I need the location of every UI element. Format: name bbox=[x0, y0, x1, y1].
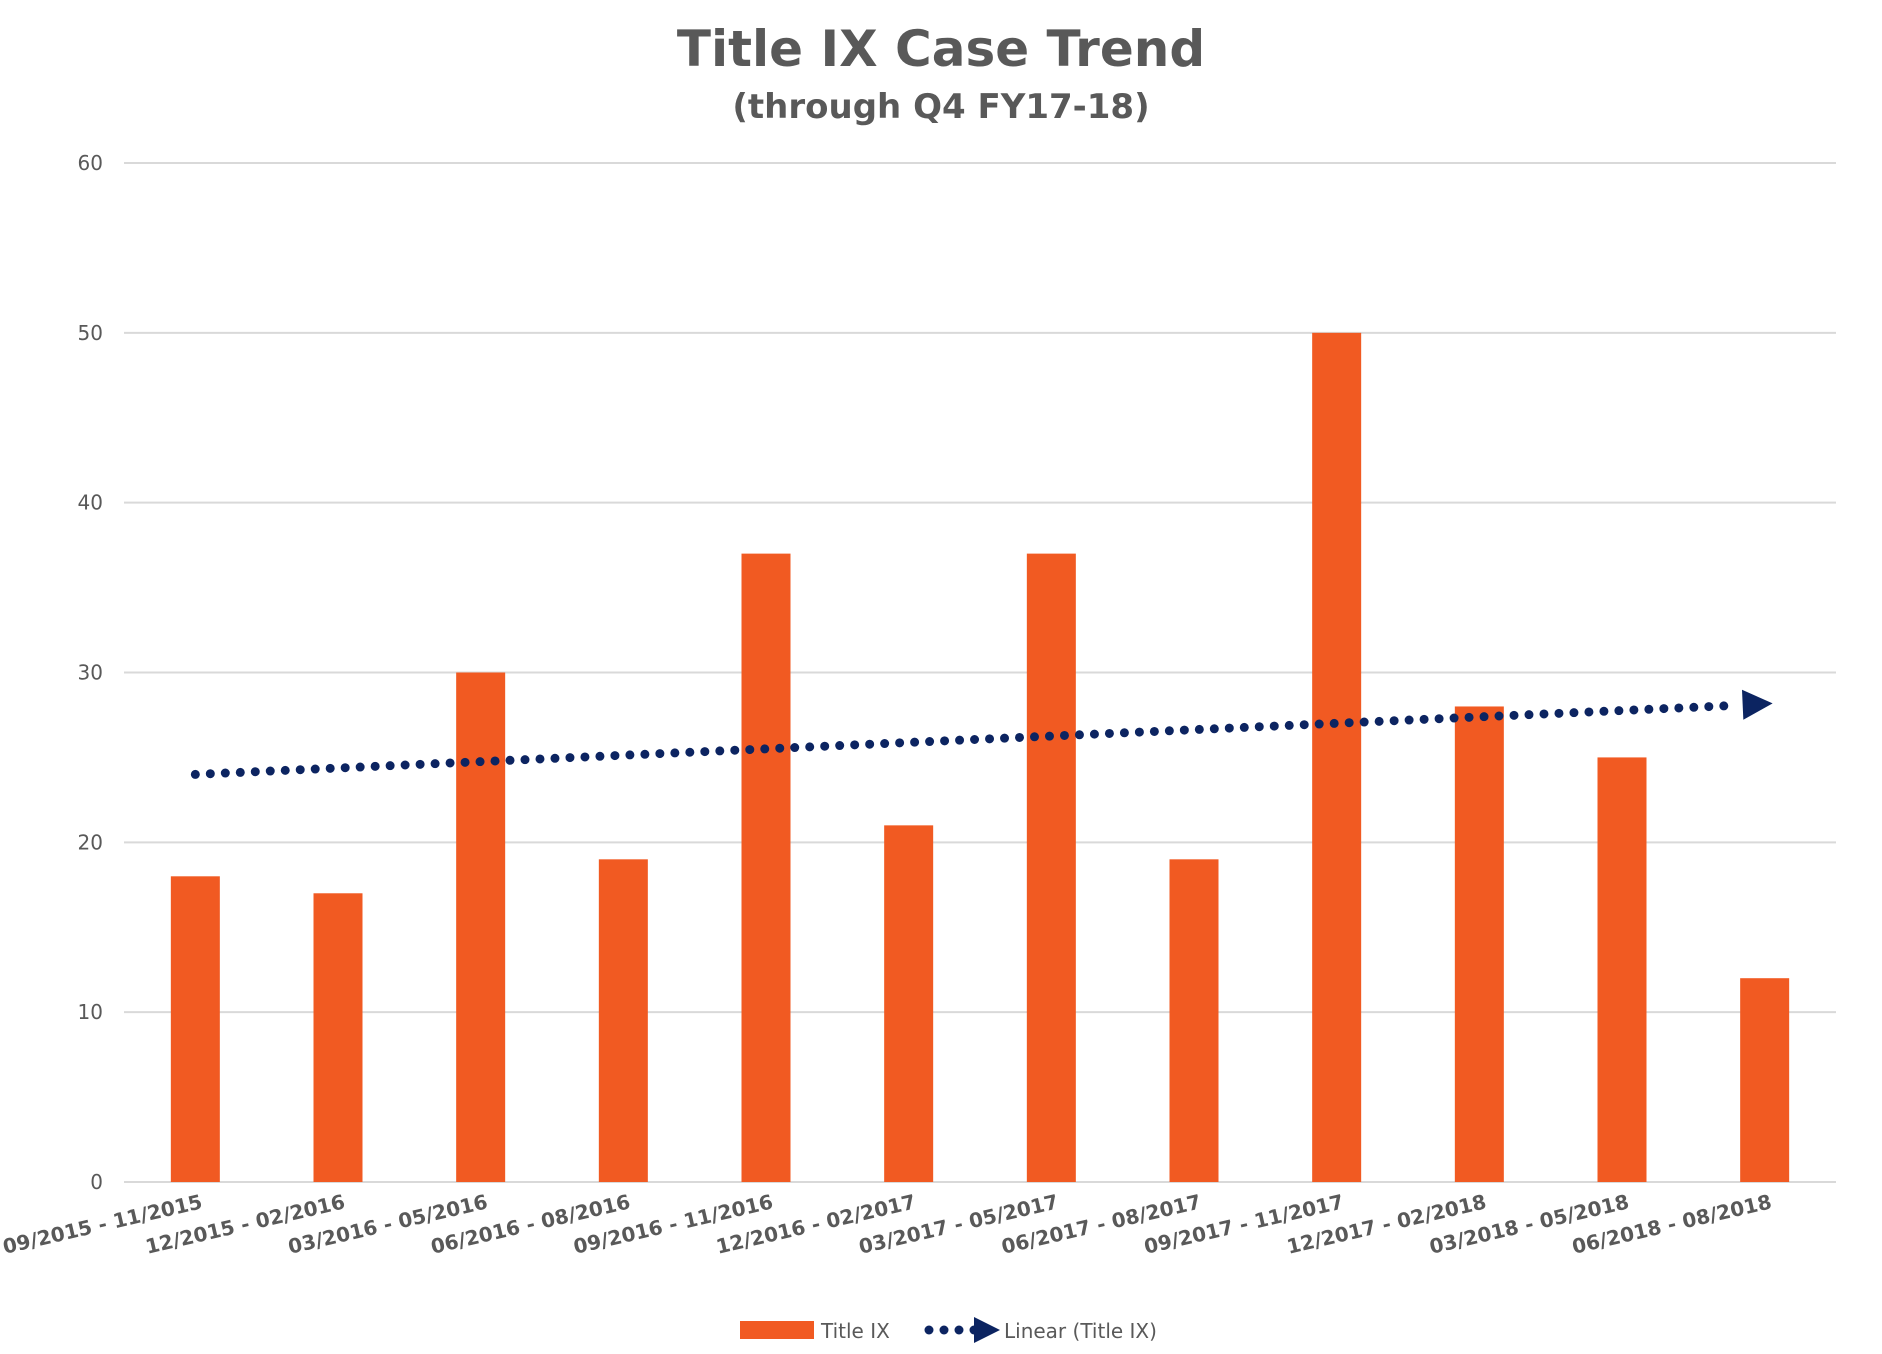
bar bbox=[1169, 859, 1219, 1182]
y-tick-label: 60 bbox=[78, 151, 103, 175]
bar bbox=[170, 876, 220, 1182]
bar bbox=[1740, 978, 1790, 1182]
bar bbox=[741, 553, 791, 1182]
legend-swatch-trendline bbox=[924, 1317, 1000, 1343]
legend: Title IX Linear (Title IX) bbox=[740, 1317, 1157, 1343]
gridlines bbox=[124, 162, 1836, 1183]
legend-trendline-dot bbox=[924, 1325, 934, 1335]
chart-subtitle: (through Q4 FY17-18) bbox=[732, 87, 1149, 127]
bar bbox=[884, 825, 934, 1182]
bar bbox=[1026, 553, 1076, 1182]
legend-label-title-ix: Title IX bbox=[820, 1319, 890, 1343]
legend-swatch-title-ix bbox=[740, 1321, 814, 1339]
y-tick-label: 0 bbox=[90, 1170, 103, 1194]
y-tick-label: 50 bbox=[78, 321, 103, 345]
y-tick-label: 20 bbox=[78, 830, 103, 854]
legend-trendline-dot bbox=[954, 1325, 964, 1335]
y-tick-label: 10 bbox=[78, 1000, 103, 1024]
y-tick-label: 40 bbox=[78, 491, 103, 515]
bar bbox=[313, 893, 363, 1182]
y-tick-label: 30 bbox=[78, 661, 103, 685]
bar bbox=[456, 672, 506, 1182]
legend-label-trendline: Linear (Title IX) bbox=[1004, 1319, 1157, 1343]
y-axis: 0 10 20 30 40 50 60 bbox=[78, 151, 103, 1194]
bar bbox=[1597, 757, 1647, 1182]
bar bbox=[598, 859, 648, 1182]
trendline bbox=[190, 689, 1773, 779]
legend-trendline-arrow bbox=[974, 1317, 1000, 1343]
bar bbox=[1312, 332, 1362, 1182]
trendline-arrowhead bbox=[1741, 689, 1773, 720]
trendline-line bbox=[190, 700, 1744, 779]
bars bbox=[170, 332, 1790, 1182]
chart-title: Title IX Case Trend bbox=[677, 20, 1205, 78]
legend-trendline-dot bbox=[939, 1325, 949, 1335]
bar bbox=[1454, 706, 1504, 1182]
